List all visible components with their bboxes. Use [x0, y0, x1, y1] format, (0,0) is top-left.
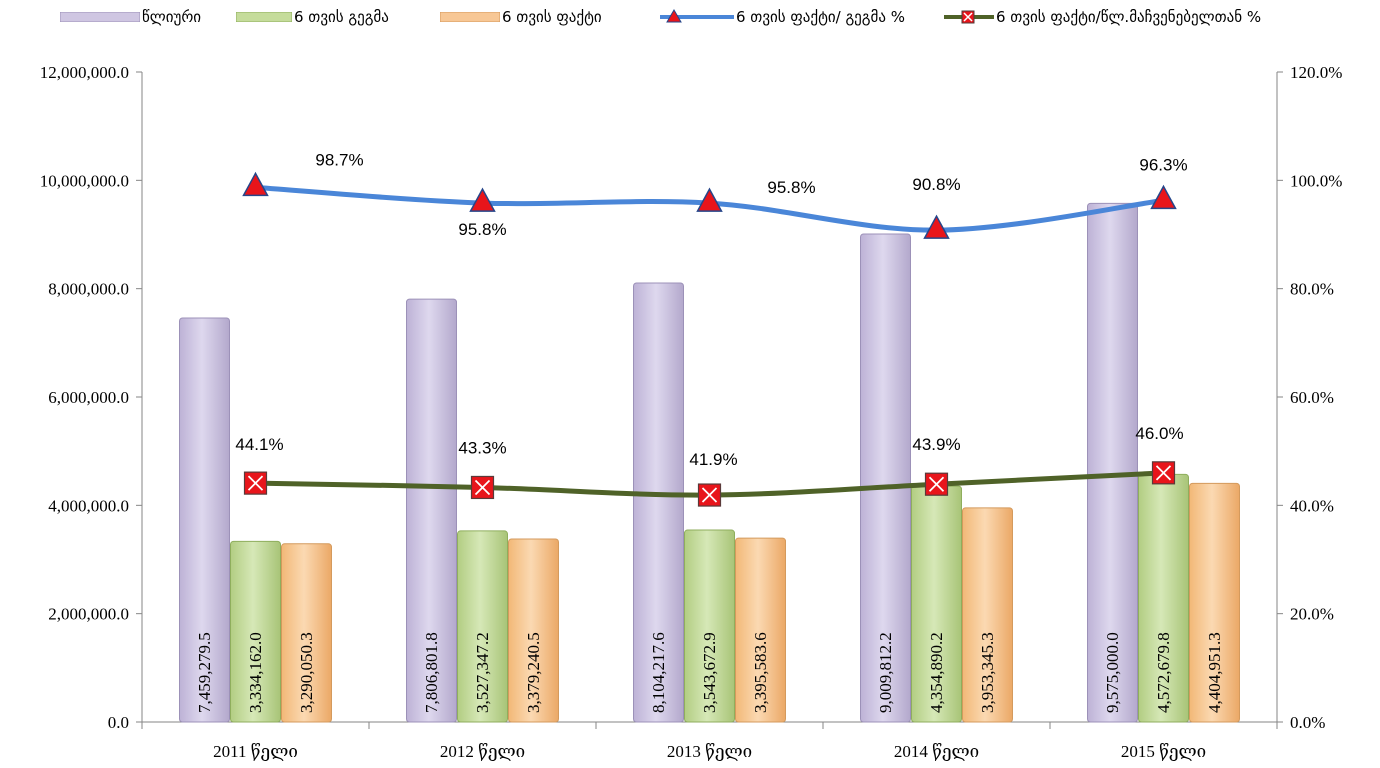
bar: [179, 317, 230, 723]
line-marker-cross: [247, 475, 264, 491]
left-tick-label: 8,000,000.0: [48, 280, 129, 299]
line-value-label: 46.0%: [1135, 424, 1183, 443]
line-marker-cross: [701, 487, 718, 503]
axes: 0.0 2,000,000.0 4,000,000.0 6,000,000.0 8,00…: [40, 63, 1343, 761]
legend-swatch-fact: [440, 12, 500, 22]
line-value-label: 95.8%: [767, 178, 815, 197]
line-value-label: 90.8%: [912, 175, 960, 194]
bar-value-label: 4,404,951.3: [1205, 632, 1224, 713]
bar: [457, 530, 508, 723]
bar: [962, 507, 1013, 723]
legend-item-annual: წლიური: [60, 6, 201, 28]
x-tick-label: 2012 წელი: [440, 742, 525, 761]
legend-swatch-fact-plan: [660, 9, 734, 23]
bar-value-label: 3,543,672.9: [700, 632, 719, 713]
right-tick-label: 0.0%: [1290, 713, 1325, 732]
legend-item-plan: 6 თვის გეგმა: [236, 6, 389, 28]
x-tick-label: 2011 წელი: [213, 742, 298, 761]
right-tick-label: 120.0%: [1290, 63, 1342, 82]
legend-label-fact-plan: 6 თვის ფაქტი/ გეგმა %: [736, 8, 905, 26]
lines: [242, 171, 1177, 507]
bar-value-label: 9,009,812.2: [876, 632, 895, 713]
line-value-label: 43.9%: [912, 435, 960, 454]
line-marker-cross: [1155, 465, 1172, 481]
x-tick-label: 2015 წელი: [1121, 742, 1206, 761]
line-marker-triangle: [923, 214, 950, 239]
bar-value-label: 3,395,583.6: [751, 632, 770, 713]
legend-item-fact-annual: 6 თვის ფაქტი/წლ.მაჩვენებელთან %: [944, 6, 1344, 28]
right-tick-label: 20.0%: [1290, 605, 1334, 624]
line-value-label: 98.7%: [315, 150, 363, 169]
left-tick-label: 4,000,000.0: [48, 496, 129, 515]
bar: [508, 538, 559, 723]
bar-value-label: 7,806,801.8: [422, 632, 441, 713]
line-value-label: 41.9%: [689, 450, 737, 469]
line-marker-cross: [928, 476, 945, 492]
bar: [281, 543, 332, 723]
bar: [406, 298, 457, 723]
bar-value-label: 9,575,000.0: [1103, 632, 1122, 713]
legend-item-fact-plan: 6 თვის ფაქტი/ გეგმა %: [660, 6, 940, 28]
bars: [179, 202, 1240, 723]
bar-value-label: 4,572,679.8: [1154, 632, 1173, 713]
right-tick-label: 80.0%: [1290, 280, 1334, 299]
left-tick-label: 6,000,000.0: [48, 388, 129, 407]
line-marker-triangle: [242, 171, 269, 197]
line-marker-triangle: [469, 187, 496, 212]
x-tick-label: 2013 წელი: [667, 742, 752, 761]
legend-label-annual: წლიური: [142, 8, 202, 26]
left-tick-label: 2,000,000.0: [48, 605, 129, 624]
labels: 7,459,279.5 7,806,801.8 8,104,217.6 9,009,8…: [195, 150, 1224, 713]
bar-value-label: 4,354,890.2: [927, 632, 946, 713]
right-tick-label: 60.0%: [1290, 388, 1334, 407]
bar-value-label: 3,379,240.5: [524, 632, 543, 713]
legend-item-fact: 6 თვის ფაქტი: [440, 6, 602, 28]
right-tick-label: 40.0%: [1290, 496, 1334, 515]
bar-value-label: 3,953,345.3: [978, 632, 997, 713]
legend: წლიური 6 თვის გეგმა 6 თვის ფაქტი 6 თვის …: [0, 0, 1380, 60]
line-marker-triangle: [696, 187, 723, 212]
bar-value-label: 3,527,347.2: [473, 632, 492, 713]
line-marker-cross: [474, 479, 491, 496]
bar: [633, 282, 684, 723]
line-value-label: 44.1%: [235, 435, 283, 454]
line-marker-triangle: [1150, 184, 1177, 210]
left-tick-label: 0.0: [108, 713, 129, 732]
line-value-label: 96.3%: [1139, 155, 1187, 174]
left-tick-label: 10,000,000.0: [40, 171, 129, 190]
bar: [860, 233, 911, 723]
legend-swatch-annual: [60, 12, 140, 22]
legend-label-fact: 6 თვის ფაქტი: [502, 8, 602, 26]
left-tick-label: 12,000,000.0: [40, 63, 129, 82]
line-value-label: 95.8%: [458, 220, 506, 239]
bar: [1189, 482, 1240, 723]
legend-label-fact-annual: 6 თვის ფაქტი/წლ.მაჩვენებელთან %: [996, 8, 1262, 26]
line-value-label: 43.3%: [458, 438, 506, 457]
bar: [230, 540, 281, 723]
legend-swatch-plan: [236, 12, 292, 22]
x-tick-label: 2014 წელი: [894, 742, 979, 761]
bar-value-label: 3,290,050.3: [297, 632, 316, 713]
legend-label-plan: 6 თვის გეგმა: [294, 8, 389, 26]
bar: [1087, 202, 1138, 723]
bar-value-label: 7,459,279.5: [195, 632, 214, 713]
right-tick-label: 100.0%: [1290, 171, 1342, 190]
bar-value-label: 8,104,217.6: [649, 632, 668, 713]
legend-swatch-fact-annual: [944, 10, 994, 24]
bar-value-label: 3,334,162.0: [246, 632, 265, 713]
bar: [735, 537, 786, 723]
bar: [684, 529, 735, 723]
